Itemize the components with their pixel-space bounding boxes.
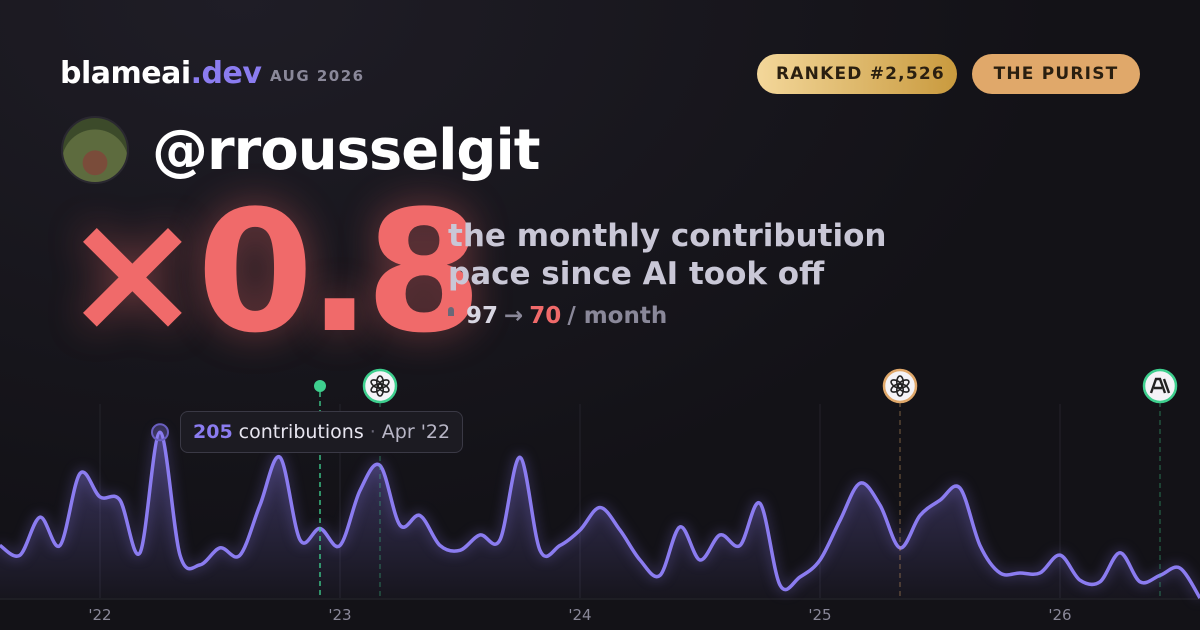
x-tick-label: '22	[88, 606, 111, 624]
tooltip-label: contributions	[238, 421, 364, 443]
line	[0, 430, 1200, 599]
tooltip-value: 205	[193, 421, 233, 443]
x-tick-label: '24	[568, 606, 591, 624]
icon-petal	[370, 379, 383, 389]
event-marker	[882, 368, 918, 598]
x-tick-label: '25	[808, 606, 831, 624]
pace-stats: 97 → 70/ month	[448, 303, 673, 329]
tooltip-point	[151, 423, 169, 442]
persona-badge: THE PURIST	[972, 54, 1140, 94]
before: 97	[466, 303, 499, 329]
brand: blameai.dev	[60, 56, 262, 91]
date: AUG 2026	[270, 67, 365, 85]
event-marker	[1142, 368, 1178, 598]
event-icon	[882, 368, 918, 404]
x-tick-label: '26	[1048, 606, 1071, 624]
brand-tld: .dev	[190, 56, 262, 91]
avatar	[61, 116, 129, 184]
tooltip: 205 contributions · Apr '22	[180, 411, 464, 453]
event-icon	[1142, 368, 1178, 404]
rank-badge: RANKED #2,526	[757, 54, 957, 94]
tooltip-sep: ·	[369, 421, 376, 443]
event-marker	[362, 368, 398, 598]
brand-name: blameai	[60, 56, 191, 91]
icon-glyph	[1149, 377, 1171, 394]
after: 70	[529, 303, 562, 329]
arrow: →	[504, 303, 524, 329]
event-icon	[362, 368, 398, 404]
unit: / month	[567, 303, 668, 329]
caption: pace since AI took off	[448, 256, 825, 292]
caption: the monthly contribution	[448, 218, 887, 254]
event-dot	[314, 380, 326, 392]
x-tick-label: '23	[328, 606, 351, 624]
tooltip-date: Apr '22	[381, 421, 451, 443]
event-marker	[314, 380, 326, 598]
handle: @rrousselgit	[152, 118, 540, 183]
multiplier: ×0.8	[62, 174, 482, 370]
icon-petal	[890, 379, 903, 389]
